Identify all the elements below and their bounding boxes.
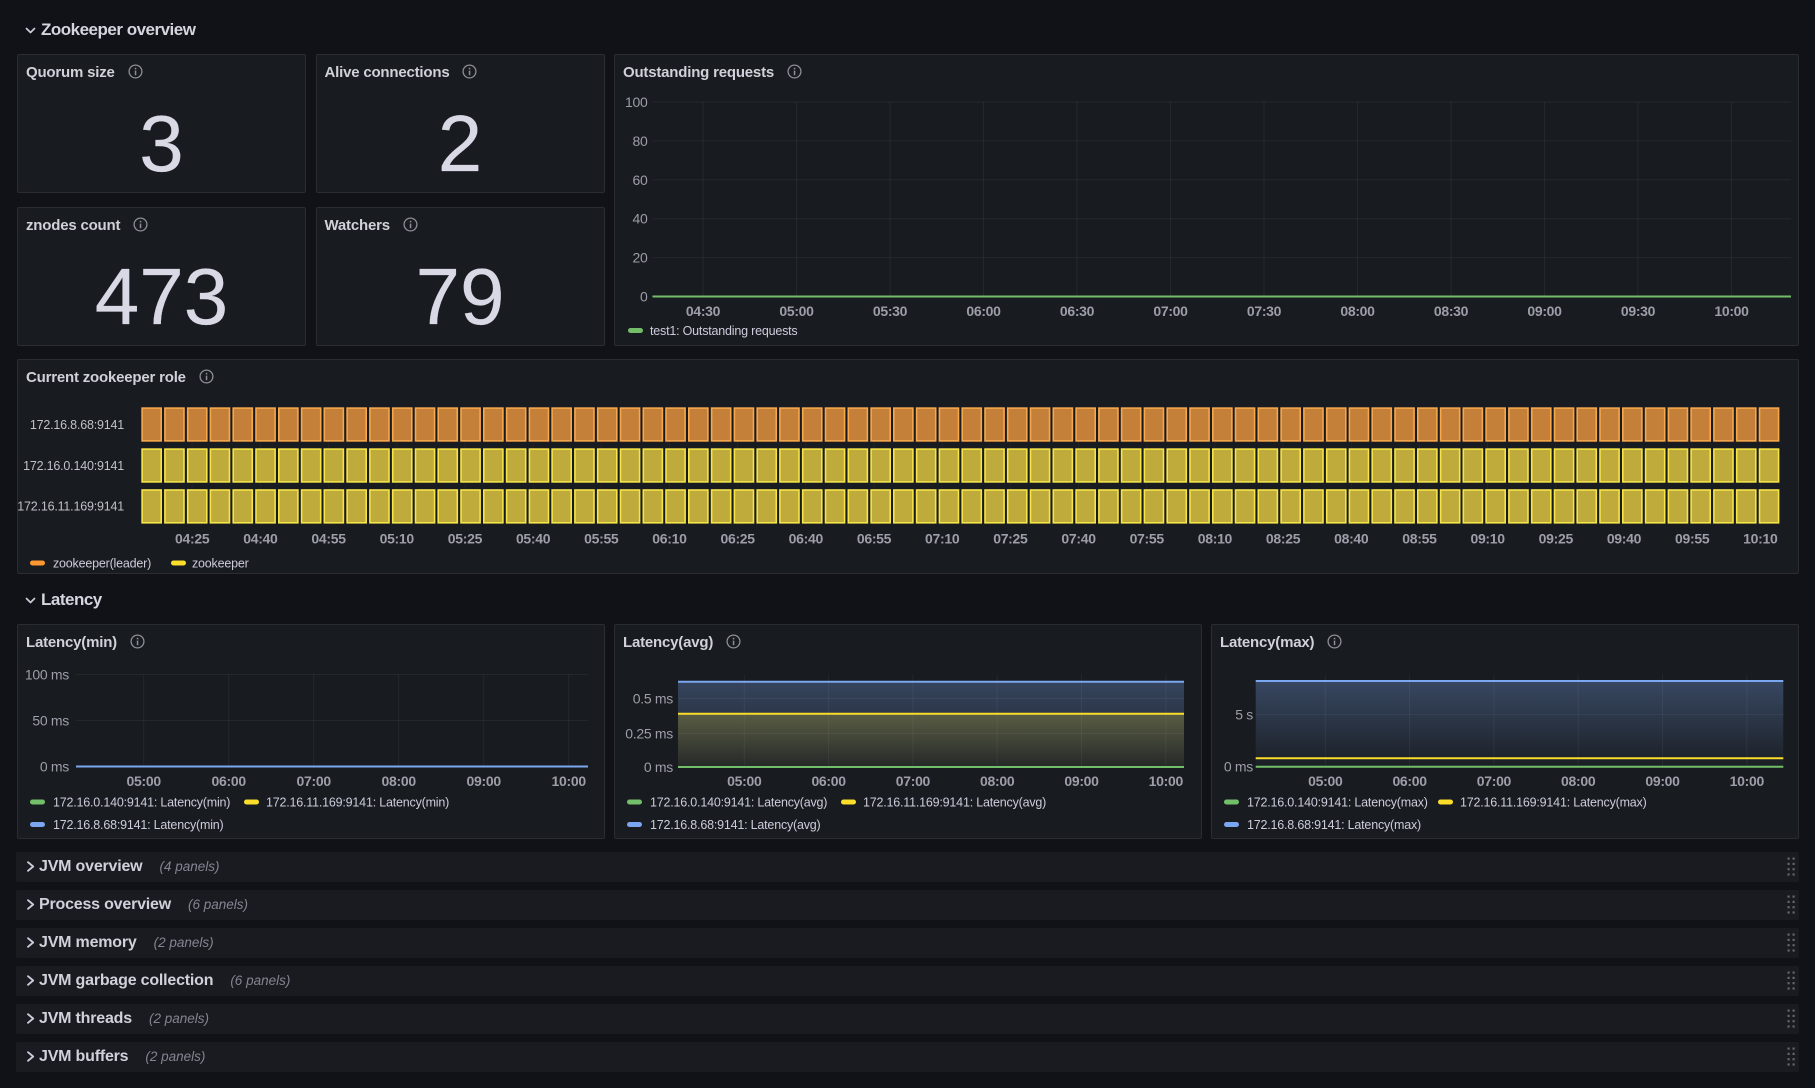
svg-text:05:10: 05:10 (380, 531, 415, 547)
svg-text:05:30: 05:30 (873, 303, 908, 319)
svg-text:172.16.8.68:9141: Latency(min): 172.16.8.68:9141: Latency(min) (53, 818, 224, 832)
svg-text:07:30: 07:30 (1247, 303, 1282, 319)
svg-text:09:00: 09:00 (467, 773, 502, 789)
svg-text:08:00: 08:00 (382, 773, 417, 789)
svg-text:05:00: 05:00 (779, 303, 814, 319)
svg-text:07:10: 07:10 (925, 531, 960, 547)
svg-text:07:00: 07:00 (297, 773, 332, 789)
svg-text:test1: Outstanding requests: test1: Outstanding requests (650, 324, 797, 338)
svg-text:06:00: 06:00 (1392, 773, 1427, 789)
svg-text:172.16.11.169:9141: 172.16.11.169:9141 (18, 500, 124, 514)
svg-text:06:00: 06:00 (212, 773, 247, 789)
svg-text:10:00: 10:00 (1730, 773, 1765, 789)
svg-text:07:00: 07:00 (896, 773, 931, 789)
svg-text:09:00: 09:00 (1527, 303, 1562, 319)
svg-text:08:00: 08:00 (1340, 303, 1375, 319)
svg-text:05:55: 05:55 (584, 531, 619, 547)
svg-text:0.5 ms: 0.5 ms (633, 691, 674, 707)
svg-text:10:00: 10:00 (1149, 773, 1184, 789)
svg-text:60: 60 (633, 172, 648, 188)
svg-text:06:55: 06:55 (857, 531, 892, 547)
svg-text:172.16.8.68:9141: Latency(max): 172.16.8.68:9141: Latency(max) (1247, 818, 1421, 832)
svg-text:172.16.11.169:9141: Latency(av: 172.16.11.169:9141: Latency(avg) (863, 796, 1046, 810)
svg-text:07:40: 07:40 (1061, 531, 1096, 547)
svg-text:06:30: 06:30 (1060, 303, 1095, 319)
svg-text:0 ms: 0 ms (644, 759, 673, 775)
svg-text:06:25: 06:25 (720, 531, 755, 547)
svg-text:07:25: 07:25 (993, 531, 1028, 547)
svg-text:80: 80 (633, 133, 648, 149)
svg-text:zookeeper(leader): zookeeper(leader) (53, 557, 151, 571)
svg-text:0.25 ms: 0.25 ms (625, 726, 673, 742)
svg-text:10:00: 10:00 (552, 773, 587, 789)
svg-text:172.16.8.68:9141: 172.16.8.68:9141 (30, 418, 124, 432)
svg-text:09:10: 09:10 (1470, 531, 1505, 547)
svg-text:20: 20 (633, 250, 648, 266)
svg-text:06:10: 06:10 (652, 531, 687, 547)
svg-text:08:00: 08:00 (980, 773, 1015, 789)
svg-text:08:55: 08:55 (1402, 531, 1437, 547)
svg-text:0: 0 (640, 289, 648, 305)
svg-text:05:25: 05:25 (448, 531, 483, 547)
svg-text:04:55: 04:55 (311, 531, 346, 547)
svg-text:10:00: 10:00 (1714, 303, 1749, 319)
svg-text:40: 40 (633, 211, 648, 227)
svg-text:07:00: 07:00 (1477, 773, 1512, 789)
svg-text:06:00: 06:00 (966, 303, 1001, 319)
svg-text:09:00: 09:00 (1064, 773, 1099, 789)
svg-text:zookeeper: zookeeper (192, 557, 249, 571)
svg-text:100 ms: 100 ms (25, 667, 69, 683)
svg-text:09:00: 09:00 (1645, 773, 1680, 789)
svg-text:05:40: 05:40 (516, 531, 551, 547)
svg-text:08:25: 08:25 (1266, 531, 1301, 547)
svg-text:05:00: 05:00 (727, 773, 762, 789)
svg-text:100: 100 (625, 94, 648, 110)
svg-text:05:00: 05:00 (127, 773, 162, 789)
svg-text:08:10: 08:10 (1198, 531, 1233, 547)
svg-text:06:00: 06:00 (811, 773, 846, 789)
svg-text:04:40: 04:40 (243, 531, 278, 547)
svg-text:08:40: 08:40 (1334, 531, 1369, 547)
svg-text:0 ms: 0 ms (1224, 759, 1253, 775)
svg-text:09:30: 09:30 (1621, 303, 1656, 319)
svg-text:5 s: 5 s (1235, 707, 1253, 723)
svg-text:0 ms: 0 ms (40, 759, 69, 775)
svg-text:172.16.11.169:9141: Latency(ma: 172.16.11.169:9141: Latency(max) (1460, 796, 1647, 810)
svg-text:10:10: 10:10 (1743, 531, 1778, 547)
svg-text:08:00: 08:00 (1561, 773, 1596, 789)
svg-text:172.16.0.140:9141: Latency(min: 172.16.0.140:9141: Latency(min) (53, 796, 230, 810)
svg-text:06:40: 06:40 (789, 531, 824, 547)
svg-text:04:30: 04:30 (686, 303, 721, 319)
svg-text:09:40: 09:40 (1607, 531, 1642, 547)
svg-text:172.16.11.169:9141: Latency(mi: 172.16.11.169:9141: Latency(min) (266, 796, 449, 810)
svg-text:50 ms: 50 ms (32, 713, 69, 729)
svg-text:172.16.8.68:9141: Latency(avg): 172.16.8.68:9141: Latency(avg) (650, 818, 821, 832)
svg-text:07:00: 07:00 (1153, 303, 1188, 319)
svg-text:09:25: 09:25 (1539, 531, 1574, 547)
svg-text:08:30: 08:30 (1434, 303, 1469, 319)
svg-text:172.16.0.140:9141: Latency(max: 172.16.0.140:9141: Latency(max) (1247, 796, 1428, 810)
svg-text:04:25: 04:25 (175, 531, 210, 547)
svg-text:09:55: 09:55 (1675, 531, 1710, 547)
svg-text:05:00: 05:00 (1308, 773, 1343, 789)
svg-text:172.16.0.140:9141: Latency(avg: 172.16.0.140:9141: Latency(avg) (650, 796, 827, 810)
svg-text:07:55: 07:55 (1130, 531, 1165, 547)
svg-text:172.16.0.140:9141: 172.16.0.140:9141 (23, 459, 124, 473)
